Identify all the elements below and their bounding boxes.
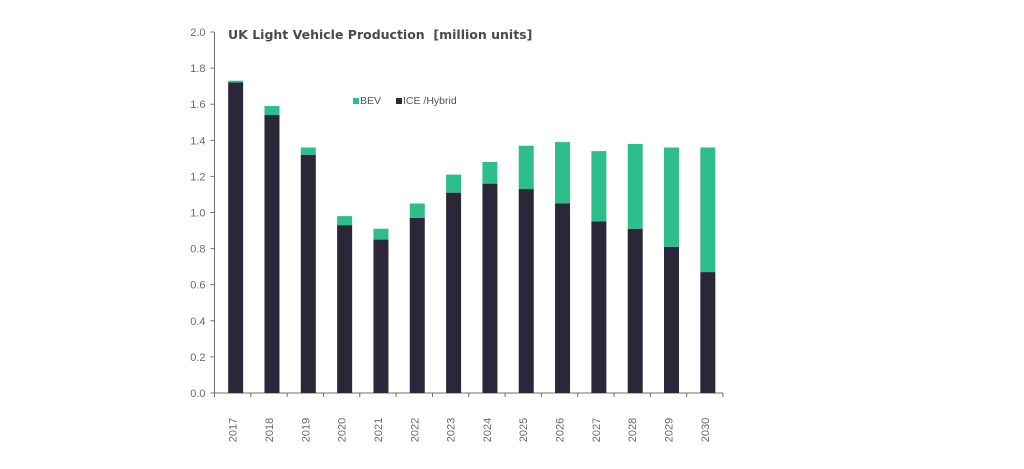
x-axis: 2017 2018 2019 2020 2021 2022 2023 2024 2025 2026… [214, 392, 724, 442]
x-tick-label: 2017 [228, 418, 240, 442]
y-axis: 0.0 0.2 0.4 0.6 0.8 1.0 1.2 1.4 1.6 1.8 2.0 [190, 27, 215, 400]
y-tick-label: 1.2 [190, 171, 205, 183]
y-tick-label: 0.2 [190, 352, 205, 364]
y-tick-label: 0.8 [190, 244, 205, 256]
bar-bev-2024 [482, 161, 498, 184]
bar-bev-2030 [700, 147, 716, 273]
bar-bev-2021 [373, 228, 389, 240]
bar-ice-hybrid-2022 [409, 217, 425, 393]
x-tick-label: 2029 [664, 418, 676, 442]
legend-label: BEV [360, 95, 381, 107]
bar-ice-hybrid-2021 [373, 239, 389, 393]
bar-ice-hybrid-2018 [264, 115, 280, 393]
bar-bev-2018 [264, 106, 280, 116]
legend-label: ICE /Hybrid [403, 95, 457, 107]
x-tick-label: 2018 [264, 418, 276, 442]
bars [228, 80, 716, 393]
bar-ice-hybrid-2028 [627, 228, 643, 393]
bar-bev-2022 [409, 203, 425, 218]
y-tick-label: 1.8 [190, 63, 205, 75]
x-tick-label: 2023 [446, 418, 458, 442]
y-tick-label: 0.6 [190, 280, 205, 292]
x-tick-label: 2021 [373, 418, 385, 442]
x-tick-label: 2027 [591, 418, 603, 442]
y-tick-label: 1.0 [190, 208, 205, 220]
legend-swatch [353, 98, 359, 104]
x-tick-label: 2022 [409, 418, 421, 442]
x-tick-label: 2019 [300, 418, 312, 442]
x-tick-label: 2025 [518, 418, 530, 442]
bar-ice-hybrid-2023 [446, 192, 462, 393]
bar-bev-2017 [228, 80, 244, 83]
bar-ice-hybrid-2025 [518, 189, 534, 393]
x-tick-label: 2026 [555, 418, 567, 442]
bar-bev-2019 [300, 147, 316, 155]
bar-ice-hybrid-2030 [700, 272, 716, 393]
bar-ice-hybrid-2019 [300, 154, 316, 393]
bar-bev-2028 [627, 143, 643, 229]
bar-ice-hybrid-2017 [228, 82, 244, 393]
bar-bev-2025 [518, 145, 534, 190]
y-tick-label: 1.6 [190, 99, 205, 111]
bar-bev-2029 [664, 147, 680, 247]
chart-title: UK Light Vehicle Production [million uni… [228, 27, 532, 42]
y-tick-label: 2.0 [190, 27, 205, 39]
x-tick-label: 2028 [627, 418, 639, 442]
legend: BEV ICE /Hybrid [353, 95, 457, 107]
y-tick-label: 0.0 [190, 388, 205, 400]
x-tick-label: 2020 [337, 418, 349, 442]
y-tick-label: 1.4 [190, 135, 205, 147]
bar-ice-hybrid-2027 [591, 221, 607, 393]
bar-bev-2020 [337, 216, 353, 226]
bar-bev-2023 [446, 174, 462, 193]
bar-ice-hybrid-2024 [482, 183, 498, 393]
bar-bev-2026 [555, 142, 571, 204]
x-tick-label: 2030 [700, 418, 712, 442]
y-tick-label: 0.4 [190, 316, 205, 328]
bar-bev-2027 [591, 151, 607, 222]
legend-swatch [396, 98, 402, 104]
x-tick-label: 2024 [482, 418, 494, 442]
bar-ice-hybrid-2029 [664, 246, 680, 393]
bar-ice-hybrid-2020 [337, 225, 353, 393]
bar-ice-hybrid-2026 [555, 203, 571, 393]
